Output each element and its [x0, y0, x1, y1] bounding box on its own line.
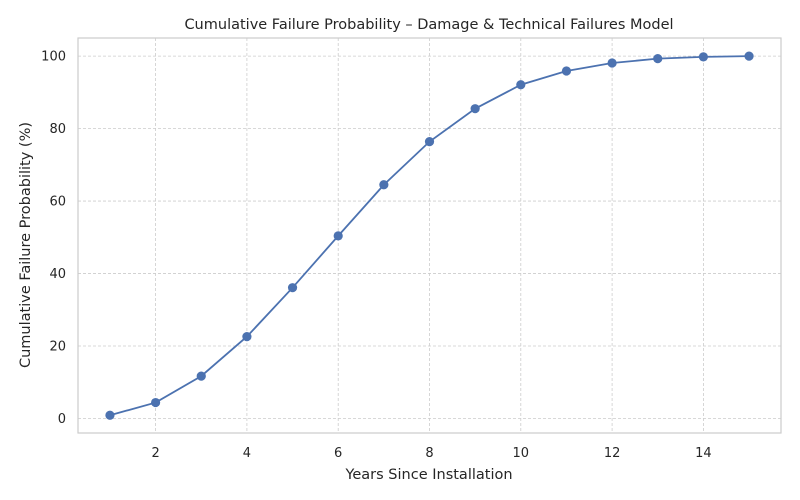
tick-labels: 2 4 6 8 10 12 14 0 20 40 60 80 100 [41, 50, 711, 461]
x-tick-label: 14 [695, 446, 712, 461]
data-point [653, 54, 663, 64]
y-tick-label: 100 [41, 50, 66, 65]
data-point [470, 104, 480, 114]
data-point [151, 397, 161, 408]
x-axis-label: Years Since Installation [344, 467, 512, 483]
plot-frame [77, 37, 782, 434]
x-tick-label: 10 [513, 446, 530, 461]
data-point [333, 231, 343, 241]
y-tick-label: 0 [58, 412, 66, 427]
series-layer [105, 51, 754, 420]
data-point [744, 51, 754, 61]
data-point [561, 66, 572, 76]
x-tick-label: 2 [151, 446, 159, 461]
y-axis-label: Cumulative Failure Probability (%) [18, 122, 34, 368]
x-tick-label: 6 [334, 446, 342, 461]
data-point [516, 80, 526, 90]
y-tick-label: 20 [49, 340, 66, 355]
y-tick-label: 80 [49, 122, 66, 137]
x-tick-label: 8 [425, 446, 433, 461]
chart-title: Cumulative Failure Probability – Damage … [184, 17, 673, 33]
x-tick-label: 12 [604, 446, 621, 461]
data-point [379, 180, 389, 190]
data-point [287, 283, 298, 293]
data-point [698, 52, 708, 62]
grid [78, 38, 781, 433]
y-tick-label: 60 [49, 195, 66, 210]
data-point [242, 332, 252, 342]
data-point [196, 371, 206, 381]
x-tick-label: 4 [243, 446, 251, 461]
y-tick-label: 40 [49, 267, 66, 282]
data-point [424, 137, 435, 147]
data-point [105, 410, 115, 420]
data-point [607, 58, 617, 68]
